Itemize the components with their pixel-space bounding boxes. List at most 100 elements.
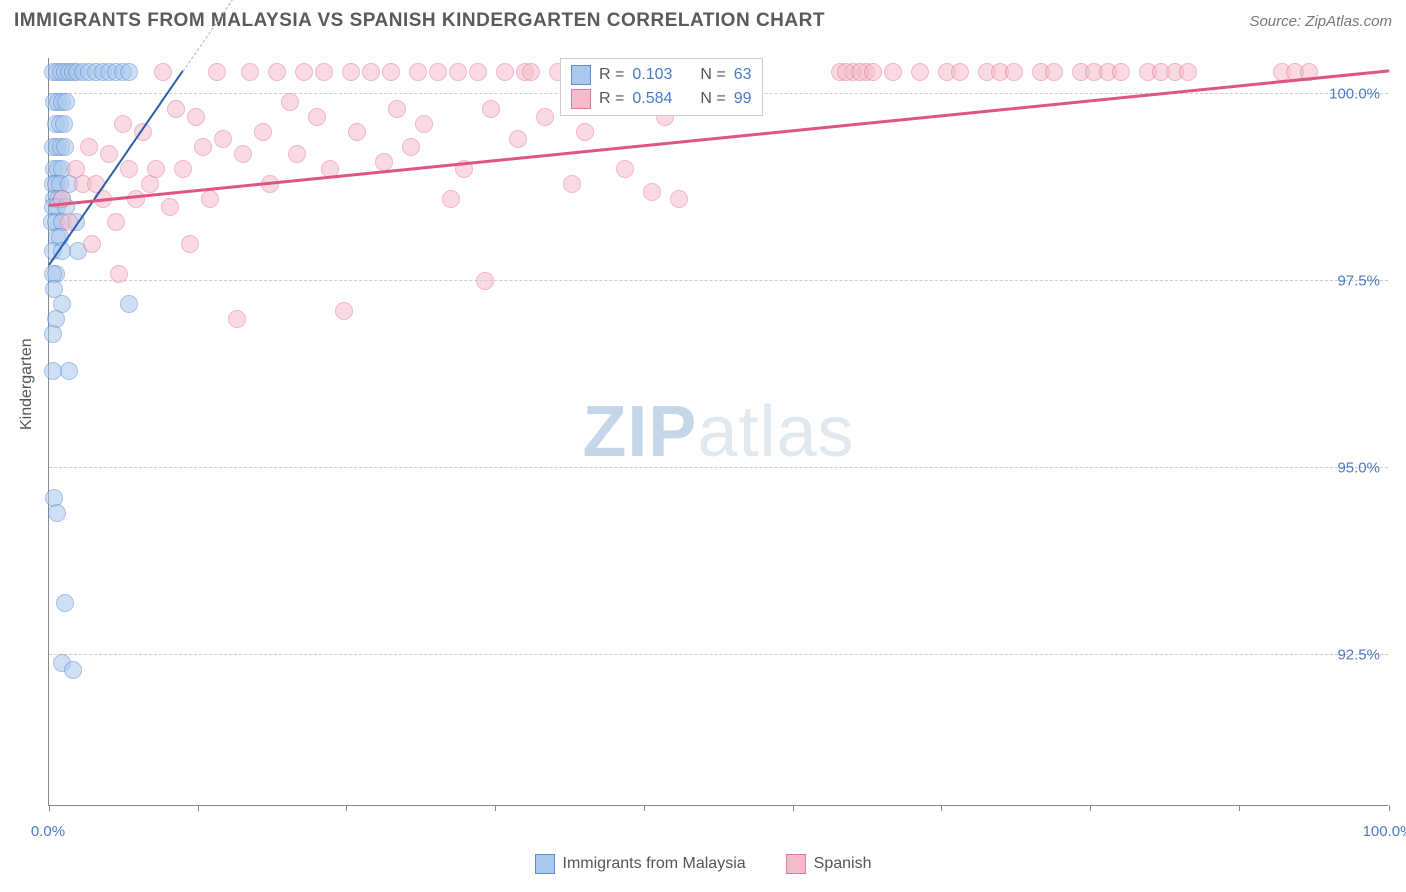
data-point xyxy=(214,130,232,148)
ytick-label: 100.0% xyxy=(1329,86,1380,103)
data-point xyxy=(616,160,634,178)
data-point xyxy=(228,310,246,328)
data-point xyxy=(449,63,467,81)
data-point xyxy=(161,198,179,216)
data-point xyxy=(362,63,380,81)
data-point xyxy=(268,63,286,81)
legend-item-malaysia: Immigrants from Malaysia xyxy=(535,854,746,874)
data-point xyxy=(187,108,205,126)
xtick xyxy=(1090,805,1091,811)
xtick xyxy=(644,805,645,811)
ytick-label: 95.0% xyxy=(1337,460,1380,477)
r-value: 0.584 xyxy=(632,90,672,108)
data-point xyxy=(181,235,199,253)
data-point xyxy=(56,594,74,612)
data-point xyxy=(120,295,138,313)
watermark-rest: atlas xyxy=(697,392,854,472)
data-point xyxy=(382,63,400,81)
data-point xyxy=(44,325,62,343)
data-point xyxy=(83,235,101,253)
data-point xyxy=(1045,63,1063,81)
data-point xyxy=(174,160,192,178)
xtick-label: 100.0% xyxy=(1363,823,1406,840)
data-point xyxy=(576,123,594,141)
watermark: ZIPatlas xyxy=(582,391,854,473)
data-point xyxy=(48,504,66,522)
legend-label-spanish: Spanish xyxy=(814,855,872,873)
xtick xyxy=(793,805,794,811)
legend-label-malaysia: Immigrants from Malaysia xyxy=(563,855,746,873)
xtick xyxy=(1239,805,1240,811)
n-value: 63 xyxy=(734,66,752,84)
data-point xyxy=(281,93,299,111)
data-point xyxy=(100,145,118,163)
data-point xyxy=(429,63,447,81)
n-value: 99 xyxy=(734,90,752,108)
data-point xyxy=(194,138,212,156)
data-point xyxy=(1005,63,1023,81)
n-label: N = xyxy=(700,90,725,108)
data-point xyxy=(154,63,172,81)
data-point xyxy=(951,63,969,81)
legend-swatch-spanish xyxy=(786,854,806,874)
data-point xyxy=(308,108,326,126)
data-point xyxy=(110,265,128,283)
data-point xyxy=(56,138,74,156)
data-point xyxy=(254,123,272,141)
stats-row: R =0.584N =99 xyxy=(571,87,752,111)
data-point xyxy=(1112,63,1130,81)
data-point xyxy=(44,362,62,380)
data-point xyxy=(241,63,259,81)
data-point xyxy=(315,63,333,81)
bottom-legend: Immigrants from Malaysia Spanish xyxy=(0,854,1406,874)
data-point xyxy=(288,145,306,163)
data-point xyxy=(409,63,427,81)
data-point xyxy=(536,108,554,126)
data-point xyxy=(201,190,219,208)
xtick xyxy=(346,805,347,811)
data-point xyxy=(208,63,226,81)
data-point xyxy=(476,272,494,290)
data-point xyxy=(911,63,929,81)
gridline xyxy=(49,280,1388,281)
data-point xyxy=(64,661,82,679)
data-point xyxy=(1179,63,1197,81)
data-point xyxy=(563,175,581,193)
data-point xyxy=(402,138,420,156)
data-point xyxy=(388,100,406,118)
data-point xyxy=(335,302,353,320)
scatter-chart: ZIPatlas 92.5% 95.0% 97.5% 100.0% xyxy=(48,58,1388,806)
chart-header: IMMIGRANTS FROM MALAYSIA VS SPANISH KIND… xyxy=(0,0,1406,38)
xtick xyxy=(495,805,496,811)
data-point xyxy=(127,190,145,208)
data-point xyxy=(864,63,882,81)
data-point xyxy=(348,123,366,141)
xtick-label: 0.0% xyxy=(31,823,65,840)
data-point xyxy=(469,63,487,81)
ytick-label: 97.5% xyxy=(1337,273,1380,290)
data-point xyxy=(375,153,393,171)
data-point xyxy=(114,115,132,133)
data-point xyxy=(643,183,661,201)
xtick xyxy=(198,805,199,811)
data-point xyxy=(482,100,500,118)
data-point xyxy=(57,93,75,111)
stats-legend: R =0.103N =63R = 0.584 N = 99 xyxy=(560,58,763,116)
data-point xyxy=(60,362,78,380)
data-point xyxy=(147,160,165,178)
data-point xyxy=(496,63,514,81)
xtick xyxy=(49,805,50,811)
legend-swatch-malaysia xyxy=(535,854,555,874)
data-point xyxy=(415,115,433,133)
xtick xyxy=(1389,805,1390,811)
data-point xyxy=(120,160,138,178)
ytick-label: 92.5% xyxy=(1337,647,1380,664)
r-label: R = xyxy=(599,66,624,84)
data-point xyxy=(509,130,527,148)
data-point xyxy=(107,213,125,231)
data-point xyxy=(234,145,252,163)
y-axis-label: Kindergarten xyxy=(18,338,36,430)
gridline xyxy=(49,654,1388,655)
data-point xyxy=(884,63,902,81)
stats-row: R =0.103N =63 xyxy=(571,63,752,87)
